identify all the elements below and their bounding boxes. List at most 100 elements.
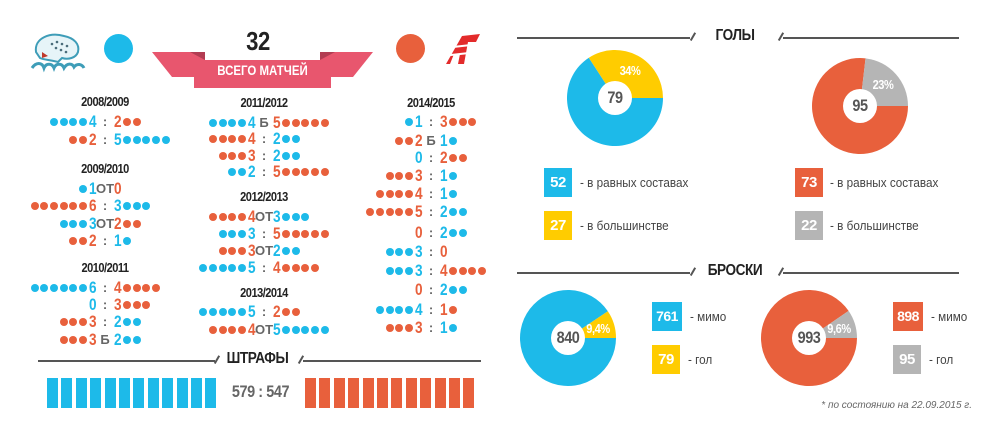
goal-dot — [311, 230, 320, 238]
match-result: 4 ОТ 3 — [164, 208, 364, 226]
pie-chart — [567, 49, 663, 146]
goal-dot — [237, 230, 246, 238]
result-type: Б — [426, 133, 436, 148]
left-score: 3 — [247, 224, 256, 243]
goal-dot — [385, 172, 394, 180]
left-score: 3 — [247, 241, 256, 260]
home-score-group: 0 — [414, 149, 423, 167]
result-type: ОТ — [95, 216, 115, 231]
penalty-bar-avangard — [348, 378, 360, 408]
penalty-bar-avangard — [449, 378, 460, 408]
goal-dot — [449, 267, 458, 275]
goal-dot — [458, 286, 467, 294]
legend-value-box: 761 — [652, 302, 682, 331]
barys-snow-leopard-logo — [30, 33, 86, 73]
goal-dot — [208, 326, 217, 334]
goal-dot — [40, 284, 49, 292]
goal-dot — [449, 208, 458, 216]
goal-dot — [449, 172, 458, 180]
goal-dot — [228, 213, 237, 221]
goal-dot — [132, 220, 141, 228]
goal-dot — [291, 264, 300, 272]
season-title: 2011/2012 — [240, 95, 288, 110]
penalties-title: ШТРАФЫ — [226, 350, 289, 367]
goal-dot — [395, 248, 404, 256]
away-score-group: 1 — [113, 232, 132, 250]
right-score: 5 — [272, 320, 281, 339]
goal-dot — [123, 118, 132, 126]
penalty-bar-barys — [147, 378, 159, 408]
goal-dot — [228, 326, 237, 334]
home-score-group: 5 — [199, 259, 256, 277]
right-score: 2 — [272, 241, 281, 260]
goal-dot — [218, 247, 227, 255]
goal-dot — [132, 118, 141, 126]
home-score-group: 2 — [68, 131, 97, 149]
match-result: 3:1 — [331, 319, 531, 337]
home-score-group: 4 — [375, 185, 423, 203]
home-score-group: 4 — [375, 301, 423, 319]
goal-dot — [237, 135, 246, 143]
left-score: 3 — [414, 166, 423, 185]
goal-dot — [59, 220, 68, 228]
goal-dot — [311, 326, 320, 334]
divider-line — [38, 360, 215, 362]
match-result: 6:3 — [5, 197, 205, 215]
goal-dot — [395, 267, 404, 275]
penalty-bar-avangard — [362, 378, 374, 408]
home-score-group: 5 — [366, 203, 423, 221]
goal-dot — [468, 267, 477, 275]
match-result: 2:5 — [5, 131, 205, 149]
goal-dot — [59, 202, 68, 210]
match-result: 5:2 — [164, 303, 364, 321]
pie-center-hole — [843, 89, 877, 123]
penalties-score: 579 : 547 — [231, 382, 290, 401]
match-result: 3 ОТ 2 — [164, 242, 364, 260]
home-score-group: 3 — [218, 242, 256, 260]
goal-dot — [69, 136, 78, 144]
goal-dot — [30, 202, 39, 210]
right-score: 4 — [272, 258, 281, 277]
barys-color-marker — [104, 34, 133, 63]
match-result: 4:2 — [5, 113, 205, 131]
match-result: 1 ОТ 0 — [5, 180, 205, 198]
footnote: * по состоянию на 22.09.2015 г. — [821, 400, 972, 411]
pie-chart — [761, 290, 857, 386]
away-score-group: 5 — [272, 225, 329, 243]
away-score-group: 3 — [113, 197, 151, 215]
right-score: 2 — [272, 129, 281, 148]
goal-dot — [78, 185, 87, 193]
away-score-group: 2 — [439, 224, 468, 242]
goal-dot — [291, 213, 300, 221]
goal-dot — [59, 318, 68, 326]
away-score-group: 5 — [113, 131, 170, 149]
penalty-bar-barys — [90, 378, 102, 408]
season-title: 2009/2010 — [81, 161, 129, 176]
penalty-bar-avangard — [434, 378, 446, 408]
left-score: 2 — [414, 131, 423, 150]
right-score: 4 — [439, 261, 448, 280]
penalty-bar-avangard — [391, 378, 403, 408]
right-score: 2 — [439, 148, 448, 167]
goal-dot — [282, 308, 291, 316]
home-score-group: 3 — [59, 331, 97, 349]
result-type: : — [102, 198, 108, 213]
right-score: 1 — [439, 318, 448, 337]
goal-dot — [449, 190, 458, 198]
home-score-group: 4 — [208, 114, 256, 132]
right-score: 2 — [113, 312, 122, 331]
match-result: 3 ОТ 2 — [5, 215, 205, 233]
goal-dot — [458, 118, 467, 126]
goal-dot — [291, 247, 300, 255]
result-type: : — [102, 314, 108, 329]
goal-dot — [282, 247, 291, 255]
goal-dot — [78, 284, 87, 292]
penalty-bar-avangard — [333, 378, 345, 408]
goal-dot — [301, 119, 310, 127]
goal-dot — [375, 208, 384, 216]
goal-dot — [78, 136, 87, 144]
pie-slice-percent: 34% — [619, 62, 641, 78]
goal-dot — [404, 208, 413, 216]
goal-dot — [404, 190, 413, 198]
